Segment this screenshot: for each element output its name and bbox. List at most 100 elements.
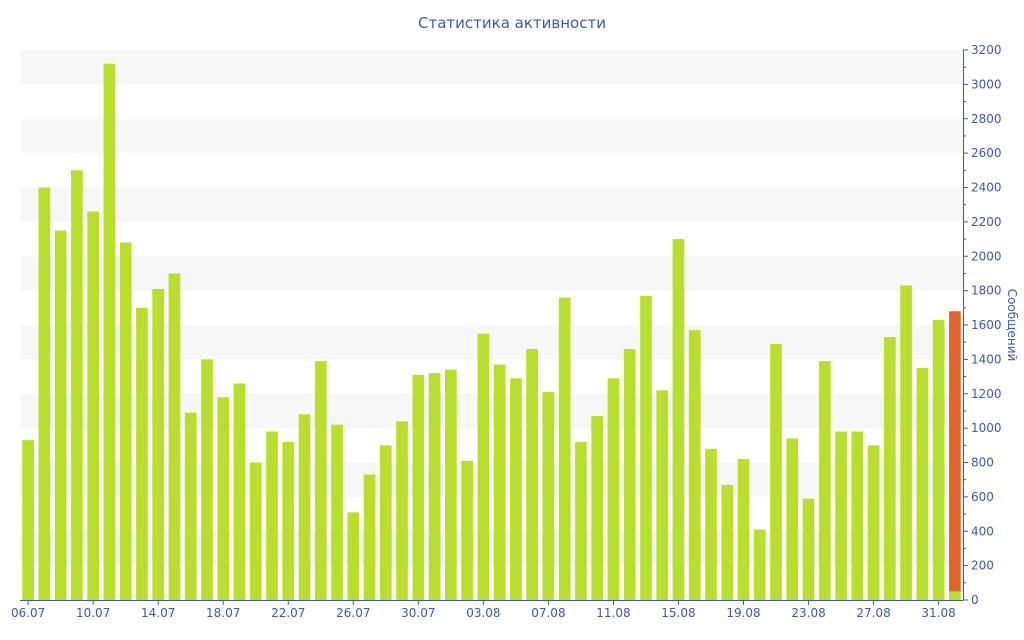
bar-24.08 <box>818 361 831 600</box>
bar-01.09-base <box>949 591 961 600</box>
bar-08.07 <box>54 230 67 600</box>
y-tick-label: 1800 <box>971 284 1002 298</box>
bar-21.08 <box>770 343 782 600</box>
bar-11.08 <box>607 378 620 600</box>
x-tick-label: 31.08 <box>921 606 955 620</box>
y-tick-label: 2800 <box>971 112 1002 126</box>
bar-28.07 <box>379 445 392 600</box>
bar-22.07 <box>282 441 295 600</box>
y-tick-label: 2000 <box>971 249 1002 263</box>
bar-21.07 <box>266 431 278 600</box>
y-tick-label: 2200 <box>971 215 1002 229</box>
bar-10.08 <box>591 416 604 600</box>
x-tick-label: 15.08 <box>661 606 695 620</box>
bar-07.07 <box>38 187 51 600</box>
bar-29.07 <box>396 421 408 600</box>
y-tick-label: 1000 <box>971 421 1002 435</box>
bar-12.08 <box>623 349 636 600</box>
y-tick-label: 200 <box>971 559 994 573</box>
bar-18.08 <box>721 484 734 600</box>
bar-01.09-highlight <box>949 311 961 592</box>
bar-29.08 <box>900 285 912 600</box>
x-tick-label: 27.08 <box>856 606 890 620</box>
x-tick-label: 30.07 <box>401 606 435 620</box>
bar-23.07 <box>298 414 311 600</box>
bar-18.07 <box>217 397 230 600</box>
y-axis-title: Сообщений <box>1005 289 1019 362</box>
grid-band <box>20 256 963 291</box>
bar-02.08 <box>461 460 473 600</box>
y-tick-label: 0 <box>971 593 979 607</box>
bar-15.07 <box>168 273 181 600</box>
bars-group <box>22 63 961 600</box>
x-tick-label: 03.08 <box>466 606 500 620</box>
grid-band <box>20 187 963 222</box>
bar-22.08 <box>786 438 799 600</box>
bar-20.08 <box>753 529 766 600</box>
x-tick-label: 26.07 <box>336 606 370 620</box>
y-tick-label: 400 <box>971 524 994 538</box>
axes-group: 06.07 10.07 14.07 18.07 22.07 26.07 30.07 03.08… <box>11 43 1019 620</box>
bar-30.07 <box>412 374 425 600</box>
bar-15.08 <box>672 239 685 600</box>
bar-14.08 <box>656 390 669 600</box>
y-tick-label: 2400 <box>971 181 1002 195</box>
y-tick-label: 3000 <box>971 77 1002 91</box>
x-tick-label: 18.07 <box>206 606 240 620</box>
bar-27.08 <box>867 445 880 600</box>
y-tick-label: 1400 <box>971 352 1002 366</box>
x-tick-label: 07.08 <box>531 606 565 620</box>
bar-09.07 <box>71 170 83 600</box>
bar-07.08 <box>542 392 555 600</box>
chart-title: Статистика активности <box>418 14 606 32</box>
x-tick-label: 14.07 <box>141 606 175 620</box>
bar-31.08 <box>932 319 945 600</box>
y-tick-label: 600 <box>971 490 994 504</box>
x-tick-label: 19.08 <box>726 606 760 620</box>
bar-03.08 <box>477 333 490 600</box>
bar-31.07 <box>428 373 441 600</box>
bar-30.08 <box>916 367 929 600</box>
bar-14.07 <box>152 288 165 600</box>
bar-10.07 <box>87 211 100 600</box>
bar-12.07 <box>119 242 132 600</box>
bar-11.07 <box>103 63 116 600</box>
bar-19.08 <box>737 459 750 600</box>
bar-16.08 <box>688 330 701 600</box>
bar-28.08 <box>883 337 896 600</box>
bar-25.08 <box>835 431 847 600</box>
x-tick-label: 10.07 <box>76 606 110 620</box>
bar-17.07 <box>201 359 213 600</box>
bar-05.08 <box>510 378 522 600</box>
y-tick-label: 1200 <box>971 387 1002 401</box>
x-tick-label: 22.07 <box>271 606 305 620</box>
x-tick-label: 06.07 <box>11 606 45 620</box>
y-tick-label: 800 <box>971 456 994 470</box>
bar-26.07 <box>347 512 360 600</box>
bar-20.07 <box>249 462 262 600</box>
y-tick-label: 3200 <box>971 43 1002 57</box>
bar-13.07 <box>136 307 148 600</box>
bar-27.07 <box>363 474 376 600</box>
bar-08.08 <box>558 297 571 600</box>
bar-19.07 <box>233 383 246 600</box>
bar-16.07 <box>184 412 197 600</box>
bar-06.07 <box>22 440 34 600</box>
bar-17.08 <box>705 448 717 600</box>
bar-25.07 <box>331 424 343 600</box>
bar-01.08 <box>445 369 457 600</box>
y-tick-label: 1600 <box>971 318 1002 332</box>
bar-24.07 <box>314 361 327 600</box>
bar-04.08 <box>493 364 506 600</box>
bar-23.08 <box>802 498 815 600</box>
grid-band <box>20 50 963 85</box>
y-tick-label: 2600 <box>971 146 1002 160</box>
bar-13.08 <box>640 295 652 600</box>
x-tick-label: 11.08 <box>596 606 630 620</box>
bar-06.08 <box>526 349 538 600</box>
grid-band <box>20 118 963 154</box>
bar-26.08 <box>851 431 864 600</box>
x-tick-label: 23.08 <box>791 606 825 620</box>
